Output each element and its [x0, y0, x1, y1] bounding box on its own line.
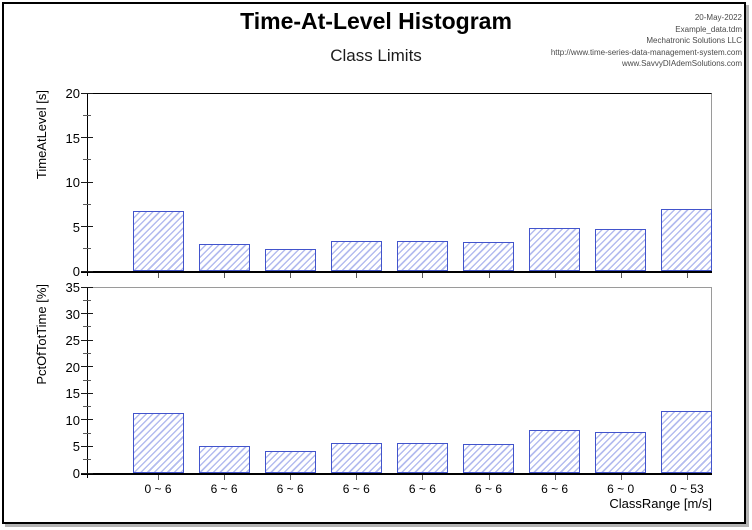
- y-major-tick: [81, 92, 93, 94]
- x-tick: [224, 475, 226, 480]
- page-subtitle: Class Limits: [330, 46, 422, 65]
- y-major-tick: [81, 226, 93, 227]
- y-major-tick: [81, 445, 93, 447]
- y-major-tick: [81, 419, 93, 421]
- y-minor-tick: [83, 248, 91, 250]
- x-axis-line: [81, 271, 712, 273]
- histogram-bar: [661, 410, 713, 473]
- y-major-tick: [81, 366, 93, 368]
- x-category-label: 0 ~ 53: [669, 482, 704, 496]
- x-category-label: 6 ~ 6: [541, 482, 569, 496]
- y-major-tick: [81, 339, 93, 341]
- histogram-bar: [264, 248, 316, 271]
- y-major-tick: [81, 137, 93, 138]
- histogram-bar: [198, 446, 250, 473]
- x-tick: [158, 273, 159, 278]
- x-tick: [290, 273, 292, 278]
- page-title: Time-At-Level Histogram: [240, 8, 512, 34]
- y-major-tick: [81, 392, 93, 394]
- y-tick-label: 25: [65, 333, 80, 349]
- y-axis-line: [87, 287, 88, 478]
- x-tick: [356, 475, 358, 480]
- histogram-bar: [132, 413, 184, 473]
- y-minor-tick: [83, 406, 91, 408]
- y-tick-label: 15: [65, 386, 80, 402]
- histogram-bar: [396, 240, 448, 271]
- histogram-bar: [661, 208, 713, 271]
- y-tick-label: 5: [72, 219, 80, 235]
- info-url-secondary: www.SavvyDIAdemSolutions.com: [621, 59, 742, 69]
- y-major-tick: [81, 313, 93, 315]
- x-tick: [488, 475, 490, 480]
- histogram-bar: [198, 244, 250, 271]
- y-tick-label: 35: [65, 280, 80, 295]
- y-tick-label: 0: [72, 466, 80, 481]
- info-url-primary: http://www.time-series-data-management-s…: [550, 47, 742, 57]
- x-category-label: 6 ~ 6: [342, 482, 370, 496]
- y-minor-tick: [83, 352, 91, 354]
- histogram-bar: [529, 228, 581, 271]
- y-minor-tick: [83, 203, 91, 205]
- y-minor-tick: [83, 159, 91, 161]
- histogram-bar: [529, 430, 581, 473]
- x-tick: [422, 475, 424, 480]
- x-axis-line: [81, 473, 712, 475]
- histogram-bar: [396, 443, 448, 473]
- chart-pct-of-tot-time: PctOfTotTime [%] ClassRange [m/s] 0 5 10 15…: [0, 280, 752, 511]
- y-major-tick: [81, 472, 93, 474]
- info-company: Mechatronic Solutions LLC: [646, 36, 742, 46]
- y-major-tick: [81, 286, 93, 288]
- histogram-bar: [330, 442, 382, 473]
- y-minor-tick: [83, 326, 91, 328]
- x-category-label: 0 ~ 6: [144, 482, 172, 496]
- y-tick-label: 0: [72, 264, 80, 279]
- y-tick-label: 30: [65, 306, 80, 322]
- histogram-bar: [595, 431, 647, 473]
- info-date: 20-May-2022: [694, 13, 742, 22]
- y-minor-tick: [83, 432, 91, 434]
- x-tick: [224, 273, 226, 278]
- y-minor-tick: [83, 459, 91, 461]
- x-tick: [356, 273, 358, 278]
- y-axis-line: [87, 93, 88, 276]
- x-category-label: 6 ~ 6: [210, 482, 238, 496]
- report-info-block: 20-May-2022 Example_data.tdm Mechatronic…: [551, 12, 742, 70]
- y-major-tick: [81, 181, 93, 183]
- y-tick-label: 15: [65, 130, 80, 146]
- chart-time-at-level: TimeAtLevel [s] 0 5 10 15 20: [0, 86, 752, 279]
- info-filename: Example_data.tdm: [675, 24, 742, 34]
- x-tick: [686, 273, 688, 278]
- x-category-label: 6 ~ 0: [607, 482, 635, 496]
- histogram-bar: [595, 229, 647, 271]
- y-minor-tick: [83, 299, 91, 301]
- x-tick: [686, 475, 688, 480]
- y-tick-label: 10: [65, 412, 80, 428]
- y-tick-label: 20: [65, 86, 80, 101]
- x-tick: [158, 475, 159, 480]
- y-minor-tick: [83, 114, 91, 116]
- histogram-bar: [132, 211, 184, 271]
- x-tick: [620, 475, 622, 480]
- x-tick: [422, 273, 424, 278]
- y-tick-label: 10: [65, 175, 80, 190]
- x-tick: [620, 273, 622, 278]
- y-tick-label: 20: [65, 359, 80, 375]
- x-tick: [554, 475, 556, 480]
- histogram-bar: [463, 241, 514, 271]
- x-category-label: 6 ~ 6: [474, 482, 503, 496]
- x-tick: [554, 273, 556, 278]
- y-tick-label: 5: [72, 439, 80, 455]
- y-major-tick: [81, 270, 93, 272]
- histogram-bar: [330, 240, 382, 271]
- histogram-bar: [463, 443, 514, 473]
- x-axis-label: ClassRange [m/s]: [609, 496, 712, 511]
- x-category-label: 6 ~ 6: [276, 482, 304, 496]
- histogram-bar: [264, 450, 316, 473]
- x-category-label: 6 ~ 6: [408, 482, 436, 496]
- x-tick: [488, 273, 490, 278]
- y-minor-tick: [83, 379, 91, 381]
- x-tick: [290, 475, 292, 480]
